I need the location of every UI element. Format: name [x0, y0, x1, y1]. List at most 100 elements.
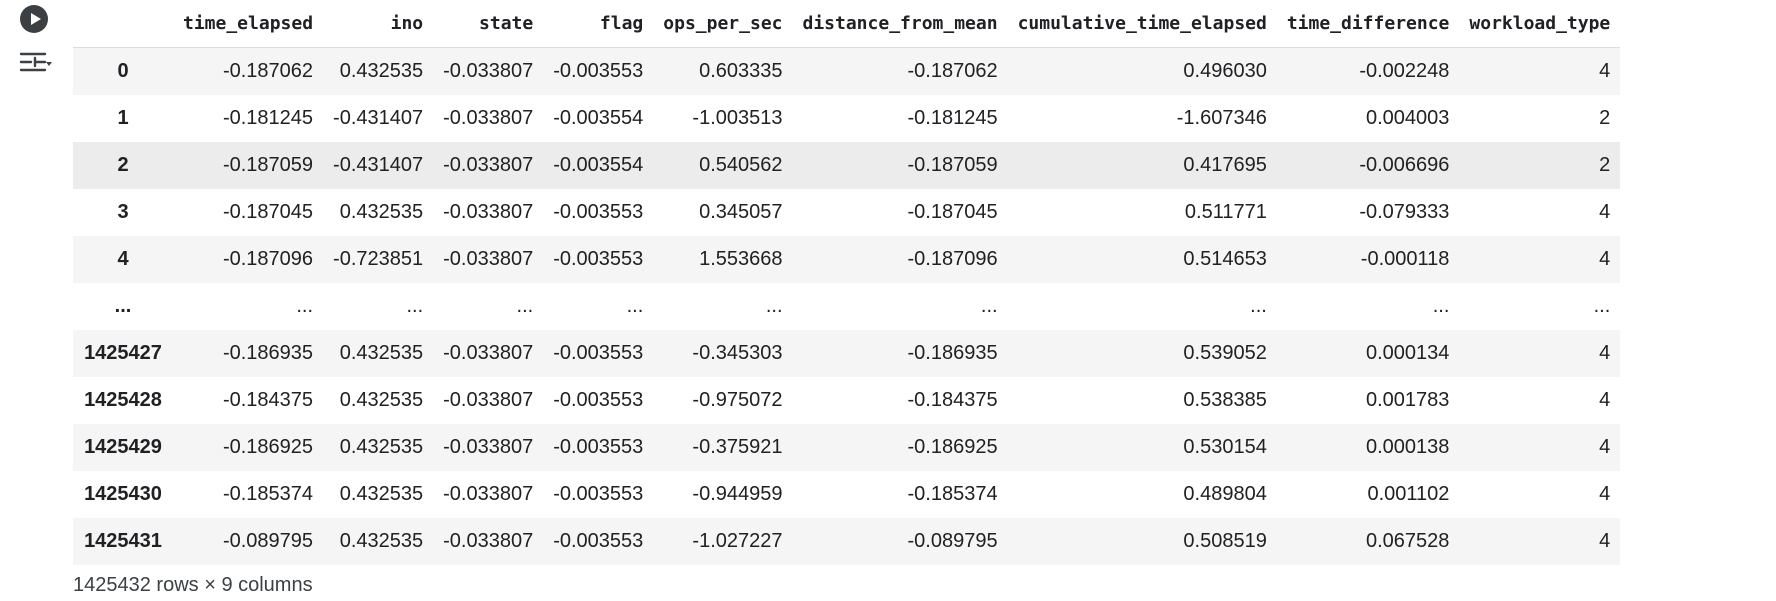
table-cell: -0.187096	[222, 248, 314, 270]
table-cell: 0.432535	[339, 60, 424, 82]
table-cell: -0.033807	[443, 342, 534, 364]
table-cell: 0.511771	[1184, 201, 1267, 223]
table-cell: -0.187096	[907, 248, 998, 270]
table-cell: 2	[1599, 154, 1611, 176]
table-cell: -0.181245	[222, 107, 314, 129]
table-cell: 0.432535	[339, 201, 424, 223]
table-cell: 4	[1599, 248, 1611, 270]
table-cell: 0.001102	[1367, 483, 1450, 505]
table-cell: -0.003553	[553, 248, 644, 270]
column-header: time_difference	[1276, 0, 1460, 48]
row-index-cell: 3	[117, 201, 129, 223]
table-cell: -0.003553	[553, 342, 644, 364]
table-cell: -1.003513	[692, 107, 783, 129]
table-cell: -0.079333	[1359, 201, 1450, 223]
table-row: ..............................	[73, 283, 1621, 330]
table-row: 1425429 -0.186925 0.432535 -0.033807 -0.0035…	[73, 424, 1621, 471]
table-cell: ...	[1432, 295, 1450, 317]
table-row: 3 -0.187045 0.432535 -0.033807 -0.003553 0.34…	[73, 189, 1621, 236]
table-row: 0 -0.187062 0.432535 -0.033807 -0.003553 0.60…	[73, 47, 1621, 95]
index-column-header	[73, 0, 173, 48]
column-header: state	[433, 0, 544, 48]
table-cell: ...	[296, 295, 314, 317]
column-header: ops_per_sec	[653, 0, 793, 48]
table-row: 1425430 -0.185374 0.432535 -0.033807 -0.0035…	[73, 471, 1621, 518]
dataframe-shape-label: 1425432 rows × 9 columns	[73, 574, 313, 596]
column-header: workload_type	[1459, 0, 1621, 48]
table-cell: -0.033807	[443, 107, 534, 129]
row-index-cell: 1425431	[84, 530, 162, 552]
table-cell: -0.185374	[222, 483, 314, 505]
column-header: time_elapsed	[173, 0, 324, 48]
table-cell: -0.002248	[1359, 60, 1450, 82]
table-cell: 0.489804	[1183, 483, 1267, 505]
table-cell: 0.538385	[1183, 389, 1267, 411]
table-cell: -0.003554	[553, 107, 644, 129]
row-index-cell: 0	[117, 60, 129, 82]
table-row: 1425431 -0.089795 0.432535 -0.033807 -0.0035…	[73, 518, 1621, 565]
cell-gutter	[0, 0, 64, 601]
table-cell: 0.417695	[1183, 154, 1267, 176]
table-row: 1425428 -0.184375 0.432535 -0.033807 -0.0035…	[73, 377, 1621, 424]
table-row: 1425427 -0.186935 0.432535 -0.033807 -0.0035…	[73, 330, 1621, 377]
table-cell: -0.186935	[222, 342, 314, 364]
table-cell: 0.508519	[1183, 530, 1267, 552]
table-cell: -0.033807	[443, 60, 534, 82]
column-header: cumulative_time_elapsed	[1007, 0, 1277, 48]
table-cell: 1.553668	[699, 248, 783, 270]
table-cell: 0.432535	[339, 483, 424, 505]
table-cell: 4	[1599, 342, 1611, 364]
table-cell: -0.003553	[553, 436, 644, 458]
table-cell: ...	[765, 295, 783, 317]
table-cell: -0.089795	[907, 530, 998, 552]
column-header: distance_from_mean	[792, 0, 1008, 48]
table-cell: ...	[626, 295, 644, 317]
table-cell: -0.033807	[443, 201, 534, 223]
table-cell: -0.723851	[333, 248, 424, 270]
output-actions-button[interactable]	[19, 49, 53, 77]
table-row: 4 -0.187096 -0.723851 -0.033807 -0.003553 1.5…	[73, 236, 1621, 283]
table-cell: 0.345057	[699, 201, 783, 223]
table-cell: -0.975072	[692, 389, 783, 411]
table-cell: 0.540562	[699, 154, 783, 176]
table-cell: -0.033807	[443, 154, 534, 176]
table-cell: -0.033807	[443, 389, 534, 411]
table-cell: 0.004003	[1365, 107, 1450, 129]
table-cell: -0.345303	[692, 342, 783, 364]
row-index-cell: 4	[117, 248, 129, 270]
table-cell: 0.514653	[1183, 248, 1267, 270]
table-cell: 0.496030	[1183, 60, 1267, 82]
dataframe-table: time_elapsed ino state flag ops_per_sec dista…	[73, 0, 1621, 565]
table-cell: 2	[1599, 107, 1611, 129]
row-index-cell: 1425427	[84, 342, 162, 364]
row-index-cell: 2	[117, 154, 129, 176]
table-cell: 0.539052	[1183, 342, 1267, 364]
table-cell: 0.000138	[1365, 436, 1450, 458]
table-cell: 4	[1599, 530, 1611, 552]
table-cell: 4	[1599, 60, 1611, 82]
table-cell: -1.607346	[1176, 107, 1267, 129]
table-cell: -0.186925	[907, 436, 998, 458]
play-icon	[31, 13, 41, 25]
table-cell: -0.000118	[1360, 248, 1450, 270]
table-cell: -0.186925	[222, 436, 314, 458]
table-cell: -0.185374	[907, 483, 998, 505]
table-cell: -0.184375	[907, 389, 998, 411]
column-header: flag	[543, 0, 654, 48]
row-index-cell: 1425430	[84, 483, 162, 505]
table-cell: -0.003554	[553, 154, 644, 176]
run-cell-button[interactable]	[20, 5, 48, 33]
table-cell: 0.432535	[339, 342, 424, 364]
table-cell: -0.003553	[553, 389, 644, 411]
table-cell: ...	[980, 295, 998, 317]
table-cell: -0.431407	[333, 107, 424, 129]
table-cell: -0.187045	[222, 201, 314, 223]
table-cell: -0.187062	[222, 60, 314, 82]
table-cell: 4	[1599, 483, 1611, 505]
row-index-cell: ...	[114, 295, 132, 317]
table-cell: 4	[1599, 389, 1611, 411]
table-cell: 0.432535	[339, 530, 424, 552]
table-cell: -0.431407	[333, 154, 424, 176]
table-cell: 4	[1599, 201, 1611, 223]
table-header-row: time_elapsed ino state flag ops_per_sec dista…	[73, 0, 1621, 48]
